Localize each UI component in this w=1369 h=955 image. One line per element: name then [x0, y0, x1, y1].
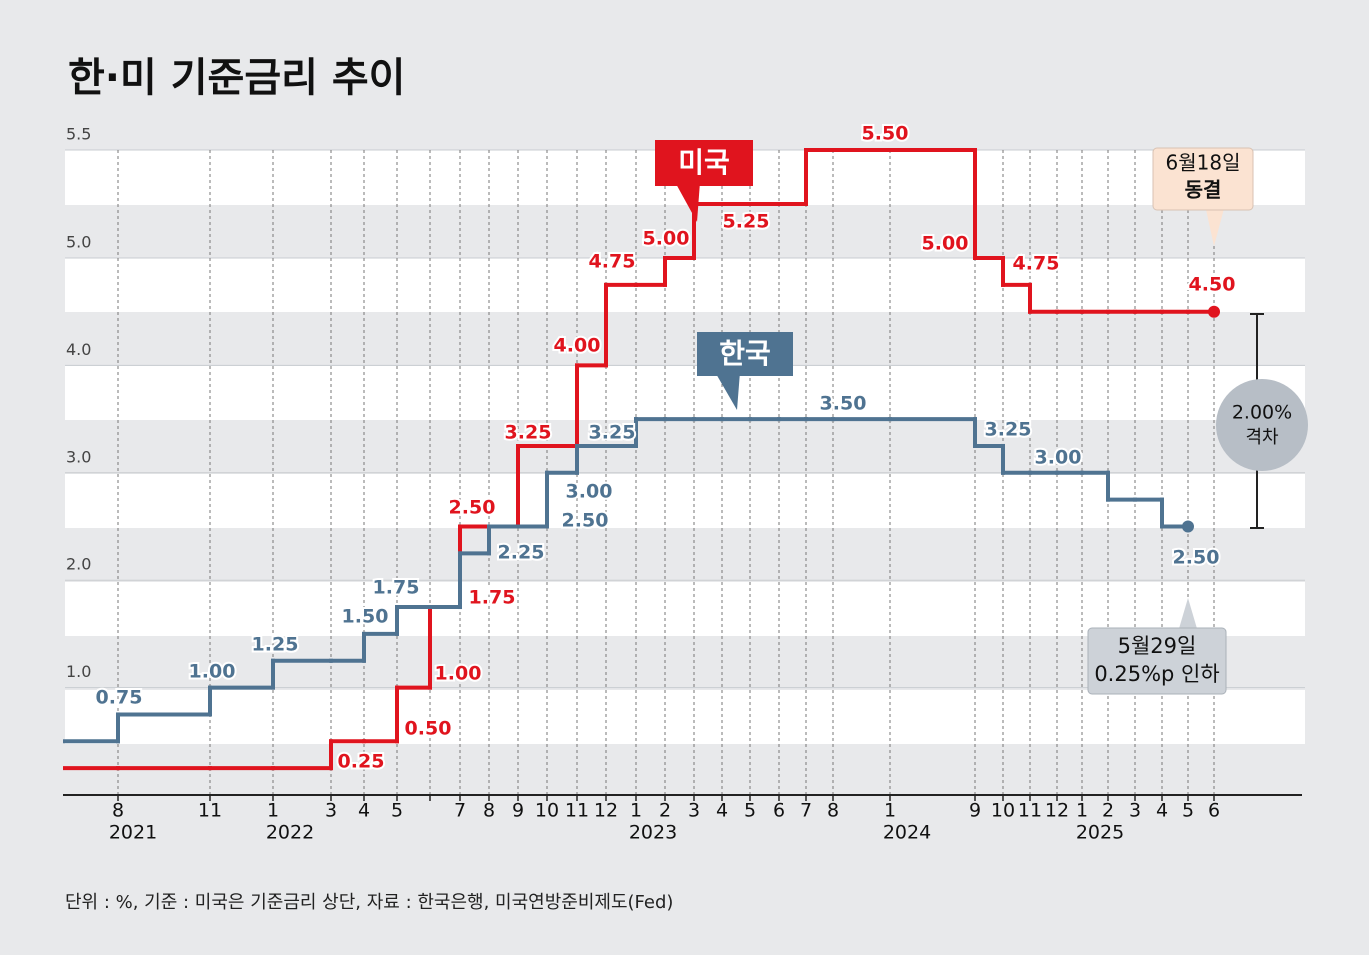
value-label: 5.25: [723, 211, 770, 233]
year-label: 2022: [266, 822, 314, 844]
x-tick-label: 8: [112, 800, 124, 822]
x-tick-label: 12: [594, 800, 618, 822]
x-tick-label: 1: [630, 800, 642, 822]
x-tick-label: 7: [454, 800, 466, 822]
kr-note-text: 0.25%p 인하: [1094, 662, 1219, 686]
x-tick-label: 6: [773, 800, 785, 822]
y-tick-label: 5.0: [66, 233, 91, 252]
chart-title: 한·미 기준금리 추이: [68, 55, 405, 101]
value-label: 1.75: [469, 587, 516, 609]
x-tick-label: 2: [659, 800, 671, 822]
value-label: 2.50: [562, 510, 609, 532]
value-label: 3.25: [985, 419, 1032, 441]
y-tick-label: 3.0: [66, 447, 91, 466]
x-tick-label: 2: [1102, 800, 1114, 822]
value-label: 5.00: [643, 228, 690, 250]
x-tick-label: 10: [535, 800, 559, 822]
value-label: 0.25: [338, 751, 385, 773]
end-dot: [1182, 520, 1194, 533]
year-label: 2025: [1076, 822, 1124, 844]
x-tick-label: 11: [198, 800, 222, 822]
value-label: 3.50: [820, 393, 867, 415]
x-tick-label: 6: [1208, 800, 1220, 822]
value-label: 3.00: [1035, 447, 1082, 469]
value-label: 1.50: [342, 606, 389, 628]
value-label: 1.75: [373, 577, 420, 599]
x-tick-label: 4: [716, 800, 728, 822]
value-label: 2.50: [1173, 547, 1220, 569]
kr-note-date: 5월29일: [1118, 634, 1197, 658]
value-label: 0.50: [405, 718, 452, 740]
x-tick-label: 4: [358, 800, 370, 822]
x-tick-label: 3: [325, 800, 337, 822]
value-label: 5.50: [862, 123, 909, 145]
value-label: 1.00: [189, 661, 236, 683]
x-tick-label: 5: [1182, 800, 1194, 822]
value-label: 1.25: [252, 634, 299, 656]
gap-text: 격차: [1245, 427, 1279, 448]
end-dot: [1208, 305, 1220, 318]
x-tick-label: 1: [1076, 800, 1088, 822]
stripes: [65, 150, 1305, 744]
value-label: 3.25: [505, 422, 552, 444]
value-label: 4.75: [589, 251, 636, 273]
x-tick-label: 5: [391, 800, 403, 822]
value-label: 2.25: [498, 542, 545, 564]
x-tick-label: 4: [1156, 800, 1168, 822]
y-tick-label: 2.0: [66, 555, 91, 574]
x-tick-label: 8: [827, 800, 839, 822]
y-tick-label: 4.0: [66, 340, 91, 359]
x-tick-label: 9: [969, 800, 981, 822]
us-note-text: 동결: [1185, 178, 1222, 202]
value-label: 4.50: [1189, 274, 1236, 296]
value-label: 1.00: [435, 663, 482, 685]
legend-us: 미국: [678, 146, 730, 179]
marks: 0.25 0.50 1.00 1.75 2.50 3.25 4.00 4.75 5.00 5.25…: [63, 121, 1237, 775]
x-tick-label: 10: [991, 800, 1015, 822]
y-tick-label: 1.0: [66, 662, 91, 681]
x-tick-label: 11: [1018, 800, 1042, 822]
gap-marker: 2.00% 격차: [1216, 313, 1308, 529]
value-label: 3.25: [589, 422, 636, 444]
series-0: 0.25 0.50 1.00 1.75 2.50 3.25 4.00 4.75 5.00 5.25…: [63, 121, 1237, 775]
value-label: 4.75: [1013, 253, 1060, 275]
year-label: 2024: [883, 822, 931, 844]
x-tick-label: 1: [267, 800, 279, 822]
us-callout: 미국: [655, 140, 753, 222]
us-note: 6월18일 동결: [1152, 147, 1254, 246]
x-tick-label: 8: [483, 800, 495, 822]
value-label: 4.00: [554, 335, 601, 357]
legend-kr: 한국: [719, 337, 771, 370]
y-tick-label: 5.5: [66, 125, 91, 144]
x-tick-label: 5: [744, 800, 756, 822]
series-1: 0.751.001.251.501.752.252.503.003.253.50…: [63, 391, 1221, 744]
value-label: 0.75: [96, 687, 143, 709]
footnote: 단위 : %, 기준 : 미국은 기준금리 상단, 자료 : 한국은행, 미국연…: [65, 892, 673, 913]
kr-callout: 한국: [697, 332, 793, 410]
value-label: 3.00: [566, 481, 613, 503]
x-tick-label: 9: [512, 800, 524, 822]
value-label: 5.00: [922, 233, 969, 255]
x-tick-label: 1: [884, 800, 896, 822]
kr-note: 5월29일 0.25%p 인하: [1087, 598, 1227, 695]
year-label: 2023: [629, 822, 677, 844]
x-tick-label: 11: [565, 800, 589, 822]
x-tick-label: 3: [1129, 800, 1141, 822]
x-tick-label: 3: [688, 800, 700, 822]
x-tick-label: 7: [800, 800, 812, 822]
value-label: 2.50: [449, 497, 496, 519]
us-note-date: 6월18일: [1166, 151, 1241, 175]
year-label: 2021: [109, 822, 157, 844]
x-tick-label: 12: [1045, 800, 1069, 822]
gap-value: 2.00%: [1232, 402, 1292, 424]
